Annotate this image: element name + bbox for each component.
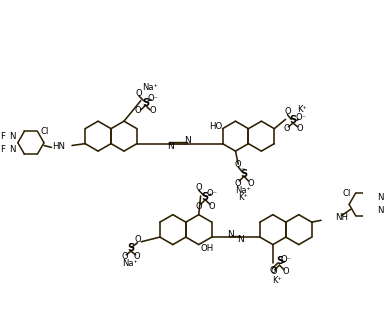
Text: O: O: [270, 266, 276, 275]
Text: O: O: [196, 202, 202, 211]
Text: O: O: [135, 107, 141, 116]
Text: N: N: [9, 132, 16, 141]
Text: O: O: [234, 179, 241, 188]
Text: O⁻: O⁻: [147, 94, 158, 103]
Text: O: O: [282, 267, 289, 276]
Text: OH: OH: [201, 244, 214, 253]
Text: O: O: [283, 124, 290, 133]
Text: O: O: [208, 202, 215, 211]
Text: Cl: Cl: [40, 127, 48, 136]
Text: ⁻: ⁻: [240, 165, 244, 174]
Text: N: N: [167, 142, 174, 151]
Text: O: O: [133, 252, 140, 261]
Text: Na⁺: Na⁺: [142, 83, 158, 92]
Text: O: O: [150, 107, 156, 116]
Text: K⁺: K⁺: [238, 193, 248, 202]
Text: HO: HO: [209, 122, 222, 131]
Text: Na⁺: Na⁺: [122, 259, 138, 268]
Text: S: S: [289, 115, 296, 125]
Text: S: S: [202, 192, 209, 202]
Text: O⁻: O⁻: [281, 255, 291, 264]
Text: N: N: [237, 235, 244, 244]
Text: O: O: [196, 183, 202, 192]
Text: O: O: [247, 179, 254, 188]
Text: N: N: [377, 193, 384, 202]
Text: N: N: [9, 145, 16, 154]
Text: ⁻: ⁻: [133, 241, 137, 250]
Text: S: S: [276, 257, 283, 267]
Text: K⁺: K⁺: [297, 106, 307, 115]
Text: S: S: [240, 169, 248, 179]
Text: O: O: [284, 107, 291, 116]
Text: O⁻: O⁻: [295, 113, 306, 122]
Text: K⁺: K⁺: [272, 276, 282, 285]
Text: O: O: [136, 89, 142, 98]
Text: F: F: [0, 145, 5, 154]
Text: O: O: [121, 252, 128, 261]
Text: S: S: [142, 98, 149, 108]
Text: N: N: [228, 230, 234, 239]
Text: N: N: [184, 136, 191, 145]
Text: O: O: [134, 235, 141, 244]
Text: F: F: [0, 132, 5, 141]
Text: N: N: [377, 206, 384, 215]
Text: O: O: [296, 124, 303, 133]
Text: Cl: Cl: [343, 189, 351, 198]
Text: O⁻: O⁻: [206, 189, 217, 198]
Text: Na⁺: Na⁺: [235, 186, 251, 195]
Text: S: S: [127, 243, 135, 253]
Text: O: O: [235, 160, 242, 169]
Text: HN: HN: [52, 142, 66, 151]
Text: O: O: [270, 267, 277, 276]
Text: NH: NH: [335, 213, 348, 222]
